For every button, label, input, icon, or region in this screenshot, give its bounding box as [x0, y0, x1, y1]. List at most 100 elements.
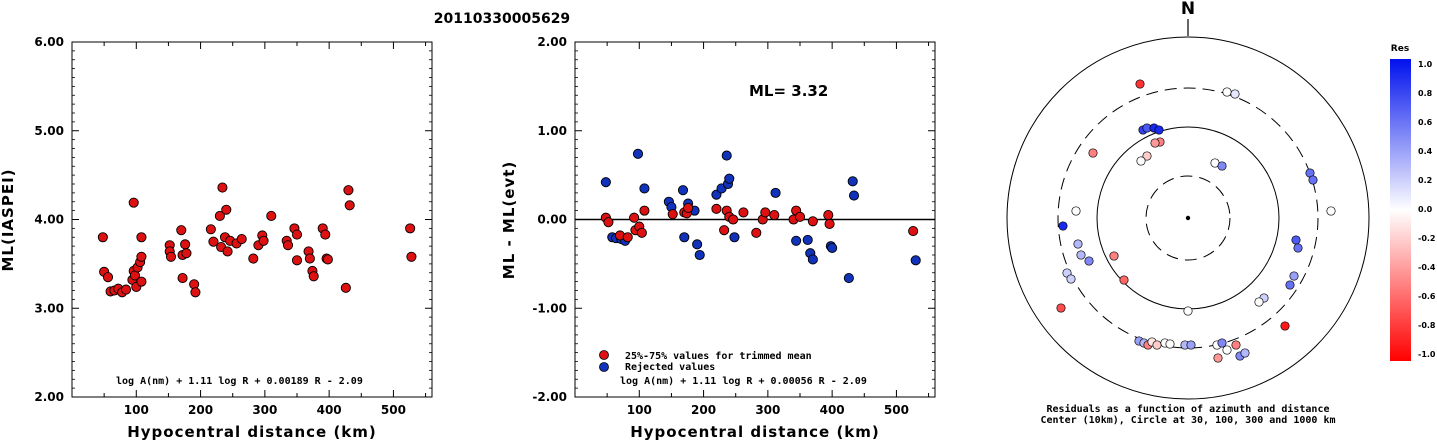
residual-point	[1231, 340, 1241, 350]
figure-title: 20110330005629	[434, 11, 570, 27]
rejected-point	[600, 177, 611, 188]
accepted-point	[760, 207, 771, 218]
data-point	[102, 272, 114, 283]
residual-point	[1293, 243, 1303, 253]
rejected-point	[827, 242, 838, 253]
data-point	[304, 253, 315, 264]
legend-rejected-marker	[599, 362, 609, 372]
data-point	[340, 282, 351, 293]
rejected-point	[843, 273, 854, 284]
colorbar-title: Res	[1391, 44, 1409, 54]
data-point	[165, 251, 177, 262]
data-point	[282, 240, 294, 251]
data-point	[222, 246, 233, 257]
accepted-point	[622, 232, 633, 243]
x-axis-label: Hypocentral distance (km)	[630, 423, 880, 441]
accepted-point	[719, 225, 730, 236]
accepted-point	[807, 216, 818, 227]
y-axis-label: ML - ML(evt)	[500, 161, 518, 279]
residual-point	[1152, 340, 1162, 350]
residual-point	[1056, 303, 1066, 313]
residual-point	[1186, 340, 1196, 350]
data-point	[320, 229, 331, 240]
y-tick-label: -2.00	[532, 390, 567, 404]
x-axis-label: Hypocentral distance (km)	[127, 423, 377, 441]
panel-azimuth-distance: N Residuals as a function of azimuth and…	[1006, 0, 1370, 426]
rejected-point	[847, 176, 858, 187]
residual-point	[1073, 239, 1083, 249]
legend-accepted-marker	[599, 350, 609, 360]
colorbar-tick-label: 0.6	[1418, 118, 1433, 127]
residual-point	[1119, 275, 1129, 285]
residual-point	[1058, 221, 1068, 231]
y-tick-label: 1.00	[537, 124, 567, 138]
data-point	[217, 182, 228, 193]
residual-point	[1071, 206, 1081, 216]
residual-point	[1289, 271, 1299, 281]
residual-point	[1109, 251, 1119, 261]
north-label: N	[1181, 0, 1195, 19]
rejected-point	[802, 234, 813, 245]
colorbar-tick-label: 0.0	[1418, 205, 1433, 214]
accepted-point	[908, 225, 919, 237]
residual-point	[1142, 151, 1152, 161]
caption-line-1: Residuals as a function of azimuth and d…	[1047, 403, 1330, 415]
panel-ml-iaspei: 100 200 300 400 500 2.00 3.00 4.00 5.00 6.00 ML(I…	[0, 35, 433, 441]
legend-accepted-label: 25%-75% values for trimmed mean	[625, 350, 812, 362]
ring-30km	[1145, 175, 1231, 261]
rejected-point	[694, 249, 705, 261]
colorbar-tick-label: 1.0	[1418, 60, 1433, 69]
data-point	[97, 232, 108, 243]
residual-point	[1217, 161, 1227, 171]
data-point	[343, 185, 354, 196]
x-tick-label: 500	[381, 403, 406, 417]
residual-point	[1213, 353, 1223, 363]
rejected-point	[692, 239, 703, 250]
data-point	[221, 204, 232, 215]
rejected-point	[791, 235, 802, 246]
plot-frame	[71, 41, 433, 398]
data-point	[236, 233, 247, 245]
residual-point	[1088, 148, 1098, 158]
ml-annotation: ML= 3.32	[749, 82, 828, 100]
residual-point	[1222, 345, 1232, 355]
residual-point	[1217, 338, 1227, 348]
accepted-point	[769, 210, 780, 221]
rejected-point	[721, 150, 732, 161]
x-tick-label: 300	[252, 403, 277, 417]
data-point	[344, 200, 355, 211]
accepted-point	[629, 212, 640, 223]
data-point	[258, 235, 269, 246]
center-dot	[1185, 215, 1191, 221]
colorbar-tick-label: -0.4	[1418, 263, 1436, 272]
x-tick-label: 400	[820, 403, 845, 417]
rejected-point	[639, 183, 650, 194]
data-point	[177, 273, 188, 284]
data-point	[128, 197, 139, 208]
accepted-point	[824, 218, 835, 229]
residual-point	[1076, 250, 1086, 260]
accepted-point	[683, 202, 694, 214]
data-point	[214, 210, 225, 221]
data-point	[248, 253, 259, 264]
colorbar-tick-label: -0.8	[1418, 321, 1436, 330]
data-point	[266, 210, 277, 221]
data-point	[120, 284, 132, 295]
y-tick-label: 2.00	[34, 390, 64, 404]
data-point	[308, 271, 319, 282]
residual-point	[1222, 87, 1232, 97]
rejected-point	[807, 254, 818, 265]
data-point	[208, 236, 219, 247]
y-tick-label: -1.00	[532, 301, 567, 315]
y-tick-label: 2.00	[537, 35, 567, 49]
data-point	[176, 225, 187, 236]
data-point	[181, 248, 192, 259]
x-tick-label: 400	[317, 403, 342, 417]
x-tick-label: 300	[755, 403, 780, 417]
residual-point	[1136, 156, 1146, 166]
rejected-point	[632, 148, 644, 159]
residual-point	[1240, 348, 1250, 358]
colorbar-tick-label: -0.2	[1418, 234, 1436, 243]
x-tick-label: 100	[627, 403, 652, 417]
colorbar-gradient	[1390, 59, 1411, 361]
